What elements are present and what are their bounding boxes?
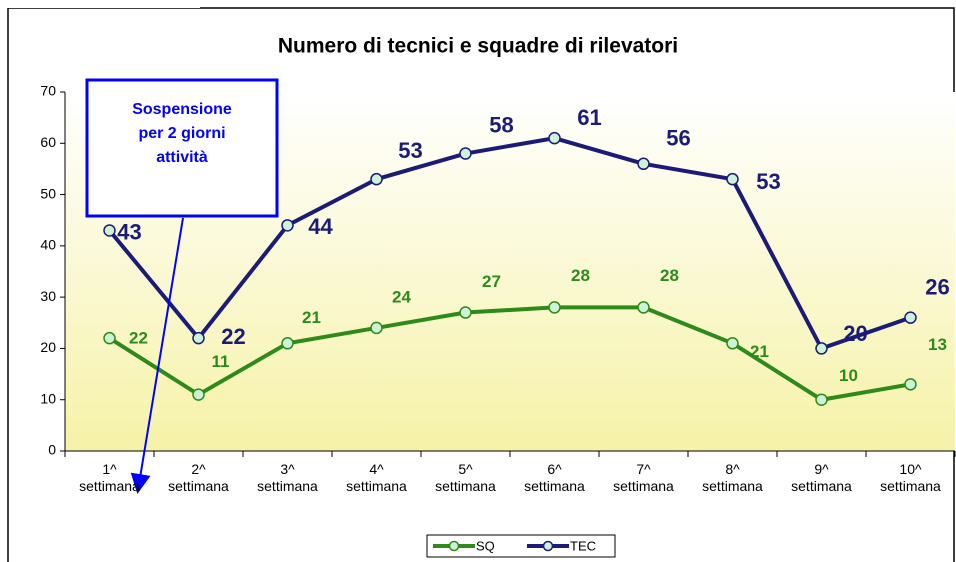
x-tick-label-box: 9^ settimana — [777, 461, 866, 495]
x-tick-label-box: 3^ settimana — [243, 461, 332, 495]
x-tick-label: 6^ settimana — [524, 461, 585, 494]
x-tick-label-box: 10^ settimana — [866, 461, 955, 495]
annotation-text: Sospensione — [132, 101, 232, 118]
y-tick-label: 0 — [48, 442, 56, 458]
data-label: 10 — [839, 366, 858, 385]
point-marker — [815, 393, 828, 406]
y-tick-label: 50 — [40, 185, 56, 201]
annotation-text: attività — [156, 149, 208, 166]
data-label: 56 — [666, 126, 690, 151]
x-tick-label-box: 7^ settimana — [599, 461, 688, 495]
y-tick-label: 10 — [40, 390, 56, 406]
point-marker — [459, 147, 472, 160]
data-label: 20 — [843, 321, 867, 346]
data-label: 43 — [117, 219, 141, 244]
data-label: 28 — [660, 266, 679, 285]
y-tick-label: 20 — [40, 339, 56, 355]
point-marker — [192, 331, 205, 345]
x-tick-label-box: 5^ settimana — [421, 461, 510, 495]
x-tick-label-box: 2^ settimana — [154, 461, 243, 495]
y-tick-label: 30 — [40, 288, 56, 304]
x-tick-label: 1^ settimana — [79, 461, 140, 494]
point-marker — [548, 301, 561, 314]
point-marker — [726, 337, 739, 350]
point-marker — [281, 337, 294, 350]
data-label: 44 — [308, 214, 333, 239]
annotation-box — [85, 78, 279, 218]
y-tick-label: 70 — [40, 83, 56, 99]
data-label: 53 — [398, 138, 422, 163]
point-marker — [103, 224, 116, 237]
data-label: 21 — [302, 308, 321, 327]
x-tick-label: 8^ settimana — [702, 461, 763, 494]
data-label: 27 — [482, 272, 501, 291]
data-label: 61 — [577, 105, 601, 130]
data-label: 53 — [756, 169, 780, 194]
data-label: 13 — [928, 335, 947, 354]
x-tick-label-box: 1^ settimana — [65, 461, 154, 495]
y-tick-label: 60 — [40, 134, 56, 150]
x-tick-label: 7^ settimana — [613, 461, 674, 494]
data-label: 21 — [750, 342, 769, 361]
legend-label: SQ — [476, 538, 495, 553]
point-marker — [637, 301, 650, 314]
data-label: 22 — [129, 329, 148, 348]
data-label: 28 — [571, 266, 590, 285]
point-marker — [370, 321, 383, 335]
annotation-text: per 2 giorni — [138, 125, 225, 142]
x-tick-label-box: 8^ settimana — [688, 461, 777, 495]
chart-title: Numero di tecnici e squadre di rilevator… — [278, 35, 678, 58]
point-marker — [904, 311, 917, 324]
point-marker — [904, 378, 917, 391]
x-tick-label-box: 4^ settimana — [332, 461, 421, 495]
cover — [0, 0, 200, 8]
data-label: 24 — [392, 287, 411, 306]
point-marker — [548, 131, 561, 145]
data-label: 22 — [221, 324, 245, 349]
point-marker — [281, 219, 294, 232]
point-marker — [459, 306, 472, 319]
x-tick-label: 4^ settimana — [346, 461, 407, 494]
data-label: 26 — [925, 274, 949, 299]
legend-marker — [542, 540, 554, 552]
x-tick-label: 3^ settimana — [257, 461, 318, 494]
x-tick-label: 10^ settimana — [880, 461, 941, 494]
x-tick-label: 9^ settimana — [791, 461, 852, 494]
point-marker — [815, 342, 828, 355]
legend-marker — [448, 540, 460, 552]
legend-label: TEC — [570, 538, 596, 553]
x-tick-label-box: 6^ settimana — [510, 461, 599, 495]
point-marker — [103, 331, 116, 345]
annotation-arrow — [130, 217, 184, 494]
point-marker — [370, 172, 383, 186]
data-label: 58 — [489, 112, 513, 137]
legend — [426, 534, 616, 558]
data-label: 11 — [212, 352, 230, 371]
series-line — [108, 305, 911, 402]
x-tick-label: 5^ settimana — [435, 461, 496, 494]
point-marker — [192, 388, 205, 401]
point-marker — [637, 157, 650, 171]
point-marker — [726, 172, 739, 186]
x-tick-label: 2^ settimana — [168, 461, 229, 494]
series-line — [107, 136, 912, 351]
y-tick-label: 40 — [40, 237, 56, 253]
